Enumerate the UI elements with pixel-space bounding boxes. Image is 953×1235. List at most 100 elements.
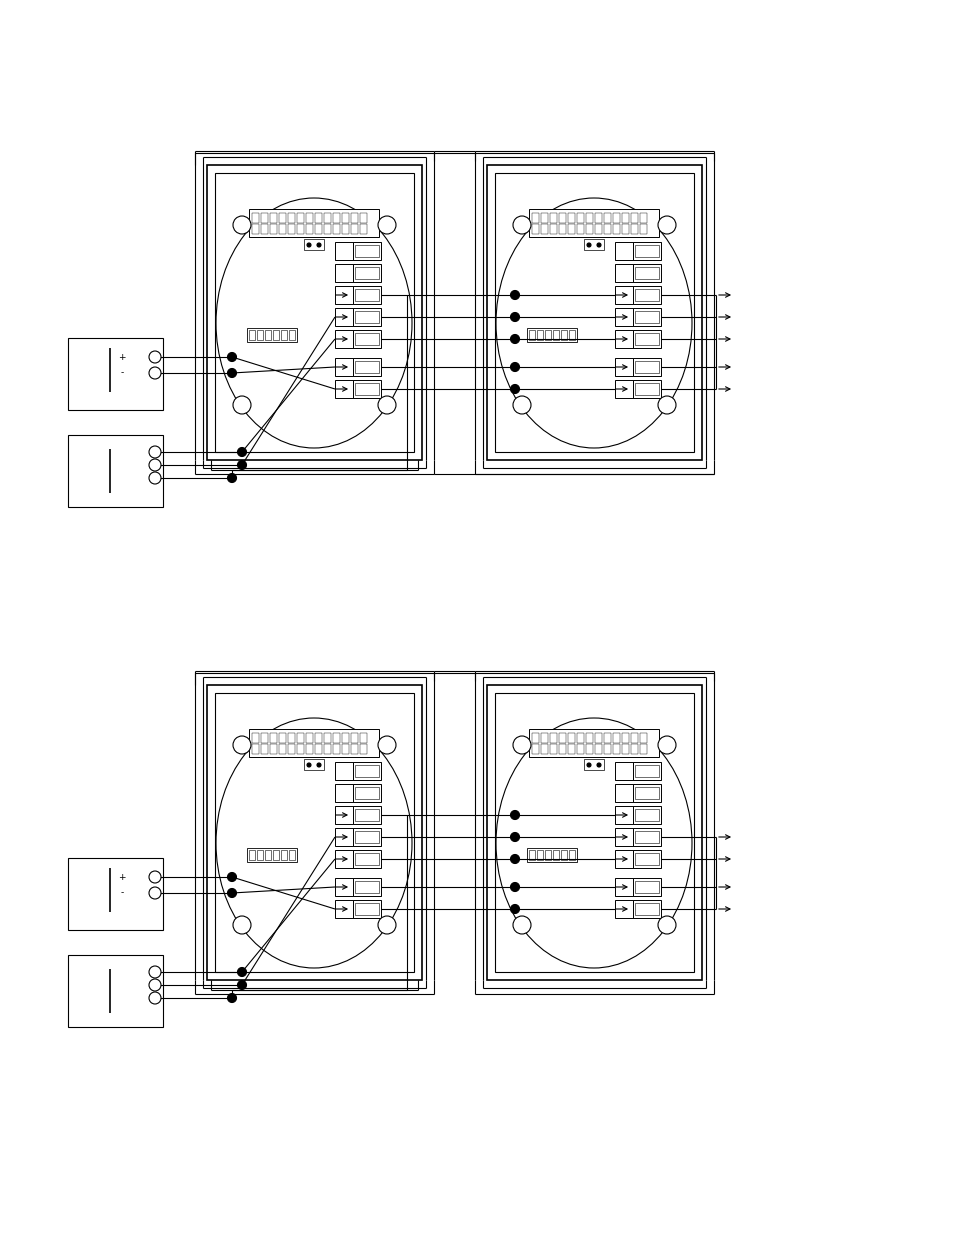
Bar [635,245,659,257]
Bar [567,734,575,743]
Bar [252,734,258,743]
Circle shape [149,446,161,458]
Bar [324,734,331,743]
Bar [532,212,538,224]
Bar [495,173,693,452]
Bar [333,212,339,224]
Bar [256,330,263,340]
Bar [532,224,538,233]
Bar [355,333,378,345]
Circle shape [227,368,236,378]
Bar [335,762,353,781]
Bar [635,809,659,821]
Bar [577,212,583,224]
Bar [585,743,593,755]
Circle shape [510,810,519,820]
Bar [355,903,378,915]
Bar [621,743,628,755]
Bar [314,224,322,233]
Bar [314,734,322,743]
Circle shape [510,855,519,863]
Bar [68,858,163,930]
Bar [341,224,349,233]
Circle shape [227,888,236,898]
Bar [621,224,628,233]
Bar [585,734,593,743]
Bar [550,743,557,755]
Bar [553,330,558,340]
Bar [249,209,378,237]
Bar [635,333,659,345]
Bar [613,224,619,233]
Circle shape [510,883,519,892]
Bar [270,743,276,755]
Bar [615,308,633,326]
Bar [335,242,353,261]
Bar [603,743,610,755]
Circle shape [597,243,600,247]
Bar [353,827,380,846]
Bar [256,850,263,860]
Bar [353,806,380,824]
Circle shape [513,216,531,233]
Bar [639,224,646,233]
Bar [529,850,535,860]
Bar [288,734,294,743]
Bar [567,212,575,224]
Bar [353,264,380,282]
Circle shape [586,763,590,767]
Bar [252,212,258,224]
Bar [247,329,296,342]
Bar [553,850,558,860]
Text: -: - [120,368,124,378]
Bar [550,734,557,743]
Bar [558,734,565,743]
Bar [353,380,380,398]
Bar [335,330,353,348]
Bar [359,224,367,233]
Circle shape [513,916,531,934]
Bar [278,224,286,233]
Bar [613,734,619,743]
Bar [537,850,542,860]
Text: +: + [118,872,126,882]
Bar [278,734,286,743]
Bar [355,764,378,777]
Bar [567,743,575,755]
Bar [529,330,535,340]
Bar [249,330,254,340]
Bar [335,850,353,868]
Bar [585,212,593,224]
Bar [615,900,633,918]
Bar [341,734,349,743]
Bar [314,743,322,755]
Bar [351,734,357,743]
Circle shape [658,216,676,233]
Bar [288,224,294,233]
Bar [540,743,547,755]
Bar [68,338,163,410]
Bar [335,264,353,282]
Bar [270,212,276,224]
Bar [560,330,566,340]
Circle shape [237,447,246,457]
Bar [353,330,380,348]
Bar [633,762,660,781]
Bar [550,224,557,233]
Circle shape [233,396,251,414]
Bar [335,878,353,897]
Circle shape [233,916,251,934]
Bar [560,850,566,860]
Bar [273,330,278,340]
Bar [355,787,378,799]
Bar [249,729,378,757]
Bar [621,734,628,743]
Bar [68,435,163,508]
Circle shape [658,916,676,934]
Bar [540,734,547,743]
Bar [526,848,577,862]
Bar [288,212,294,224]
Bar [585,224,593,233]
Circle shape [149,472,161,484]
Bar [595,212,601,224]
